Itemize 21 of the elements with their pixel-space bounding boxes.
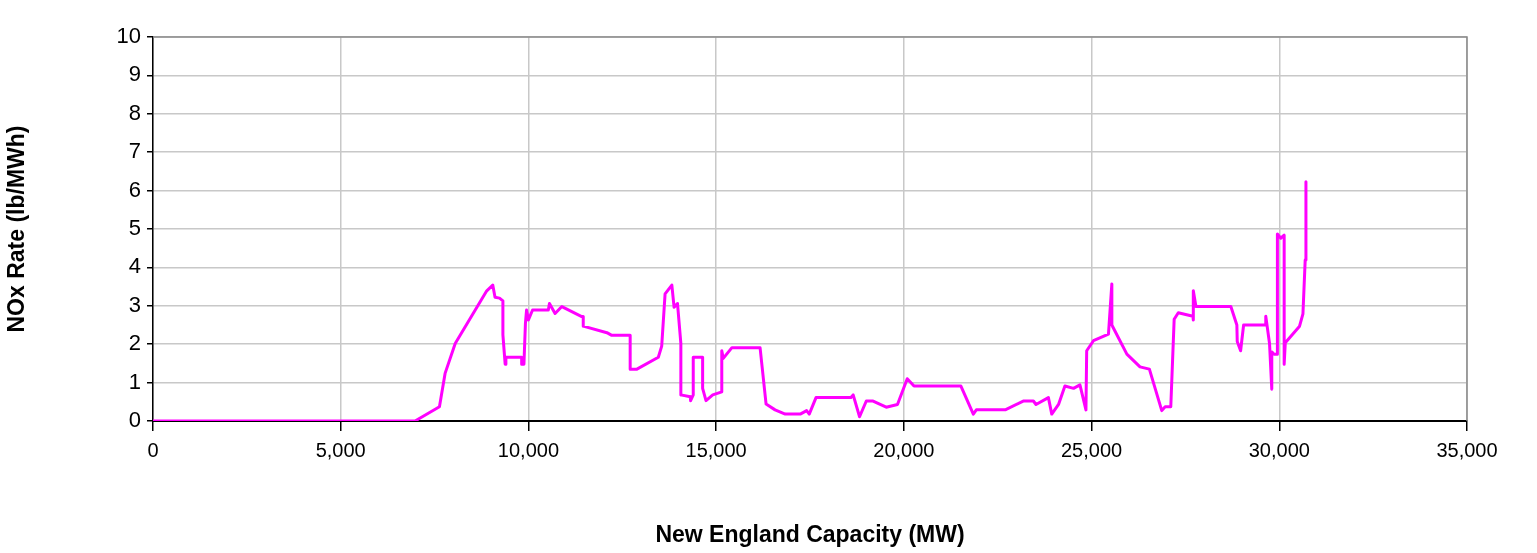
y-tick-label: 8 xyxy=(128,99,141,125)
y-tick-label: 5 xyxy=(128,215,141,241)
x-tick-label: 30,000 xyxy=(1248,438,1310,461)
y-tick-label: 6 xyxy=(128,176,141,202)
y-tick-label: 4 xyxy=(128,253,141,279)
x-tick-label: 20,000 xyxy=(873,438,935,461)
y-tick-label: 7 xyxy=(128,138,141,164)
x-tick-label: 10,000 xyxy=(497,438,560,461)
x-tick-label: 0 xyxy=(147,438,159,461)
y-tick-label: 0 xyxy=(128,407,141,433)
y-tick-label: 9 xyxy=(128,61,141,87)
y-axis-title: NOx Rate (lb/MWh) xyxy=(3,125,30,333)
y-tick-label: 10 xyxy=(116,23,141,49)
x-axis-title: New England Capacity (MW) xyxy=(655,520,965,547)
x-tick-label: 5,000 xyxy=(315,438,366,461)
y-tick-label: 1 xyxy=(128,368,141,394)
x-tick-label: 35,000 xyxy=(1436,438,1498,461)
y-tick-label: 3 xyxy=(128,291,141,317)
y-tick-label: 2 xyxy=(128,330,141,356)
x-tick-label: 15,000 xyxy=(685,438,747,461)
x-tick-label: 25,000 xyxy=(1060,438,1123,461)
